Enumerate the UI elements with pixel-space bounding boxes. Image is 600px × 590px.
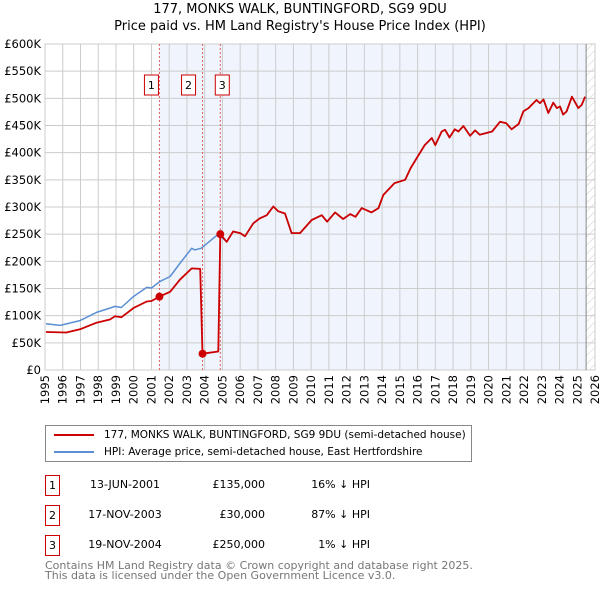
x-tick-label: 2006 bbox=[233, 375, 247, 404]
y-tick-label: £100K bbox=[4, 309, 41, 323]
x-tick-label: 2025 bbox=[570, 375, 584, 404]
chart-subtitle: Price paid vs. HM Land Registry's House … bbox=[114, 19, 486, 34]
x-tick-label: 2000 bbox=[127, 375, 141, 404]
x-tick-label: 2010 bbox=[304, 375, 318, 404]
x-tick-label: 1997 bbox=[73, 375, 87, 404]
x-tick-label: 2002 bbox=[162, 375, 176, 404]
legend-item-property: 177, MONKS WALK, BUNTINGFORD, SG9 9DU (s… bbox=[54, 427, 466, 443]
sale-number: 2 bbox=[45, 505, 60, 526]
x-tick-label: 2004 bbox=[198, 375, 212, 404]
red-line-swatch bbox=[54, 434, 94, 436]
legend: 177, MONKS WALK, BUNTINGFORD, SG9 9DU (s… bbox=[45, 425, 472, 462]
x-tick-label: 1998 bbox=[91, 375, 105, 404]
sale-marker-label: 3 bbox=[219, 79, 226, 92]
sale-date: 17-NOV-2003 bbox=[88, 508, 162, 521]
x-tick-label: 2007 bbox=[251, 375, 265, 404]
sale-row: 1 13-JUN-2001 £135,000 16% ↓ HPI bbox=[45, 475, 445, 496]
x-tick-label: 2011 bbox=[322, 375, 336, 404]
sale-point bbox=[155, 292, 164, 301]
legend-label-property: 177, MONKS WALK, BUNTINGFORD, SG9 9DU (s… bbox=[104, 429, 466, 441]
footer-licence: This data is licensed under the Open Gov… bbox=[45, 569, 396, 582]
sale-point bbox=[198, 349, 207, 358]
y-tick-label: £400K bbox=[4, 146, 41, 160]
y-tick-label: £600K bbox=[4, 37, 41, 51]
footer: Contains HM Land Registry data © Crown c… bbox=[45, 559, 473, 582]
sale-date: 13-JUN-2001 bbox=[89, 478, 161, 491]
sale-marker-box bbox=[181, 74, 197, 96]
sale-marker-box bbox=[214, 74, 230, 96]
property-price-line bbox=[45, 95, 586, 355]
blue-line-swatch bbox=[54, 451, 94, 453]
sale-hpi-diff: 87% ↓ HPI bbox=[311, 508, 370, 521]
x-tick-label: 2008 bbox=[269, 375, 283, 404]
sale-hpi-diff: 1% ↓ HPI bbox=[318, 538, 370, 551]
y-tick-label: £0 bbox=[26, 363, 41, 377]
x-tick-label: 2020 bbox=[482, 375, 496, 404]
x-tick-label: 2016 bbox=[411, 375, 425, 404]
sale-date: 19-NOV-2004 bbox=[88, 538, 162, 551]
x-tick-label: 1995 bbox=[38, 375, 52, 404]
x-tick-label: 1999 bbox=[109, 375, 123, 404]
sale-price: £250,000 bbox=[212, 538, 266, 551]
x-tick-label: 1996 bbox=[56, 375, 70, 404]
y-tick-label: £550K bbox=[4, 64, 41, 78]
x-tick-label: 2026 bbox=[588, 375, 600, 404]
x-tick-label: 2019 bbox=[464, 375, 478, 404]
sale-row: 2 17-NOV-2003 £30,000 87% ↓ HPI bbox=[45, 505, 445, 526]
sale-hpi-diff: 16% ↓ HPI bbox=[311, 478, 370, 491]
x-tick-label: 2022 bbox=[517, 375, 531, 404]
legend-label-hpi: HPI: Average price, semi-detached house,… bbox=[104, 446, 423, 458]
x-tick-label: 2015 bbox=[393, 375, 407, 404]
x-tick-label: 2013 bbox=[357, 375, 371, 404]
chart-title: 177, MONKS WALK, BUNTINGFORD, SG9 9DU bbox=[153, 2, 447, 17]
y-tick-label: £50K bbox=[12, 336, 42, 350]
x-tick-label: 2017 bbox=[428, 375, 442, 404]
x-tick-label: 2023 bbox=[535, 375, 549, 404]
x-tick-label: 2009 bbox=[286, 375, 300, 404]
legend-item-hpi: HPI: Average price, semi-detached house,… bbox=[54, 444, 423, 460]
x-tick-label: 2014 bbox=[375, 375, 389, 404]
x-tick-label: 2005 bbox=[215, 375, 229, 404]
sale-row: 3 19-NOV-2004 £250,000 1% ↓ HPI bbox=[45, 535, 445, 556]
y-tick-label: £300K bbox=[4, 200, 41, 214]
sale-number: 3 bbox=[45, 535, 60, 556]
y-tick-label: £150K bbox=[4, 282, 41, 296]
y-tick-label: £450K bbox=[4, 119, 41, 133]
y-tick-label: £350K bbox=[4, 173, 41, 187]
sale-marker-box bbox=[143, 74, 159, 96]
sale-price: £30,000 bbox=[219, 508, 266, 521]
sale-price: £135,000 bbox=[212, 478, 266, 491]
x-tick-label: 2012 bbox=[340, 375, 354, 404]
sale-point bbox=[216, 230, 225, 239]
sale-marker-label: 1 bbox=[148, 79, 155, 92]
x-tick-label: 2001 bbox=[144, 375, 158, 404]
y-tick-label: £500K bbox=[4, 91, 41, 105]
x-tick-label: 2003 bbox=[180, 375, 194, 404]
footer-copyright: Contains HM Land Registry data © Crown c… bbox=[45, 559, 473, 572]
y-tick-label: £250K bbox=[4, 227, 41, 241]
x-tick-label: 2018 bbox=[446, 375, 460, 404]
y-tick-label: £200K bbox=[4, 254, 41, 268]
sale-marker-label: 2 bbox=[185, 79, 192, 92]
x-tick-label: 2021 bbox=[499, 375, 513, 404]
x-tick-label: 2024 bbox=[553, 375, 567, 404]
sale-number: 1 bbox=[45, 475, 60, 496]
price-chart: 1995 1996 1997 1998 1999 2000 2001 2002 2003 2004… bbox=[4, 37, 600, 404]
